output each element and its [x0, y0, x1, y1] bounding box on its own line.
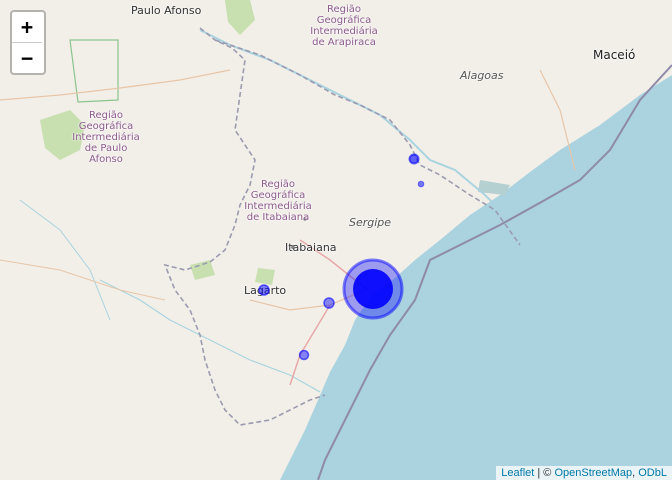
place-paulo-afonso: Paulo Afonso [131, 4, 202, 17]
circle-marker[interactable] [417, 180, 425, 188]
zoom-out-button[interactable]: − [20, 46, 34, 70]
zoom-control: + − [10, 10, 46, 75]
circle-marker[interactable] [408, 153, 420, 165]
state-label-sergipe: Sergipe [349, 216, 392, 229]
attribution: Leaflet | © OpenStreetMap, ODbL [496, 466, 672, 480]
attribution-separator: | © [534, 467, 555, 479]
state-label-alagoas: Alagoas [460, 69, 504, 82]
place-maceio: Maceió [593, 48, 636, 62]
zoom-in-button[interactable]: + [12, 12, 42, 43]
region-label-itabaiana: Região Geográfica Intermediária de Itabaian… [244, 179, 312, 223]
circle-marker[interactable] [258, 284, 270, 296]
osm-link[interactable]: OpenStreetMap [554, 467, 633, 479]
circle-marker-large[interactable] [342, 258, 404, 320]
circle-marker[interactable] [323, 297, 335, 309]
place-itabaiana: Itabaiana [285, 241, 337, 254]
odbl-link[interactable]: ODbL [638, 467, 667, 479]
region-label-paulo-afonso: Região Geográfica Intermediária de Paulo Afo… [72, 110, 140, 165]
region-label-arapiraca: Região Geográfica Intermediária de Arapirac… [310, 4, 378, 48]
circle-marker[interactable] [298, 349, 310, 361]
leaflet-link[interactable]: Leaflet [501, 467, 535, 479]
attribution-separator-2: , [632, 467, 639, 479]
